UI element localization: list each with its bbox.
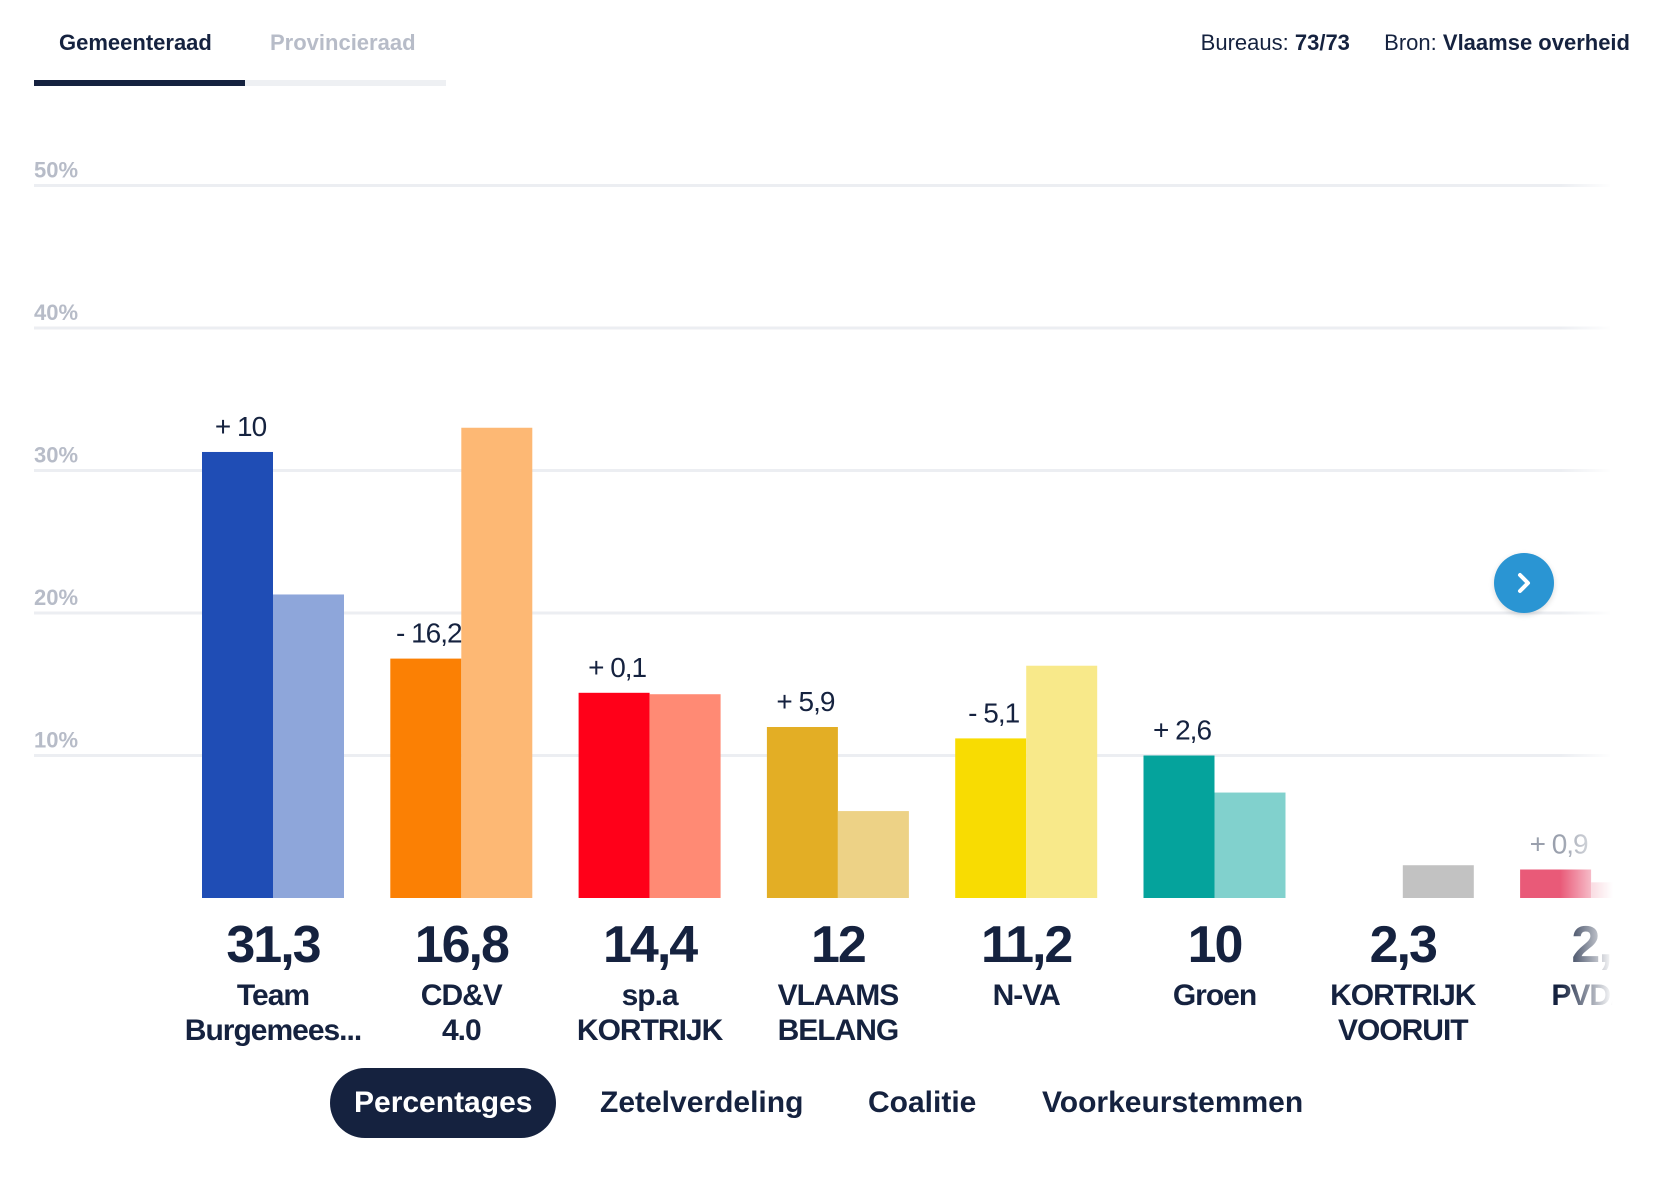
category-label: KORTRIJK: [1330, 979, 1477, 1012]
category-label: KORTRIJK: [577, 1014, 724, 1047]
bureaus-label: Bureaus:: [1200, 30, 1289, 55]
category-label: VLAAMS: [778, 979, 899, 1012]
bar-previous: [1402, 865, 1474, 898]
category-label: Team: [237, 979, 309, 1012]
category-label: BELANG: [778, 1014, 899, 1047]
tab-percentages[interactable]: Percentages: [330, 1068, 557, 1138]
bar-previous: [837, 811, 909, 898]
delta-label: + 2,6: [1153, 715, 1211, 746]
active-tab-indicator: [34, 80, 245, 86]
bar-previous: [649, 694, 721, 898]
tab-zetelverdeling[interactable]: Zetelverdeling: [600, 1086, 804, 1119]
bar-previous: [1026, 665, 1098, 898]
bar-current: [955, 738, 1027, 898]
tab-gemeenteraad[interactable]: Gemeenteraad: [59, 30, 212, 55]
y-tick-label: 50%: [34, 158, 78, 183]
value-label: 31,3: [226, 916, 320, 974]
category-label: PVDA: [1551, 979, 1631, 1012]
value-label: 14,4: [603, 916, 698, 974]
y-tick-label: 20%: [34, 585, 78, 610]
bar-current: [1143, 755, 1215, 898]
value-label: 2,3: [1370, 916, 1437, 974]
value-label: 16,8: [415, 916, 509, 974]
bar-current: [390, 658, 462, 898]
category-label: Burgemees...: [185, 1014, 361, 1047]
bar-current: [766, 727, 838, 898]
category-label: N-VA: [993, 979, 1060, 1012]
value-label: 10: [1188, 916, 1242, 974]
value-label: 11,2: [981, 916, 1071, 974]
bar-previous: [273, 594, 344, 898]
bar-previous: [461, 427, 533, 898]
election-tabs: Gemeenteraad Provincieraad: [34, 22, 446, 88]
y-tick-label: 30%: [34, 443, 78, 468]
bureaus-value: 73/73: [1294, 30, 1350, 55]
y-tick-label: 10%: [34, 728, 78, 753]
tab-coalitie[interactable]: Coalitie: [868, 1086, 977, 1119]
category-label: VOORUIT: [1338, 1014, 1468, 1047]
bar-previous: [1214, 792, 1286, 898]
bar-current: [578, 692, 650, 898]
value-label: 12: [811, 916, 865, 974]
tab-provincieraad[interactable]: Provincieraad: [270, 30, 416, 55]
category-label: sp.a: [622, 979, 679, 1012]
category-label: Groen: [1173, 979, 1256, 1012]
delta-label: + 0,1: [588, 652, 646, 683]
bron-label: Bron:: [1384, 30, 1437, 55]
tab-voorkeurstemmen[interactable]: Voorkeurstemmen: [1042, 1086, 1304, 1119]
category-label: 4.0: [442, 1014, 481, 1047]
next-button[interactable]: [1494, 553, 1554, 613]
delta-label: - 16,2: [396, 618, 462, 649]
source-info: Bureaus: 73/73 Bron: Vlaamse overheid: [1201, 30, 1630, 56]
category-label: CD&V: [421, 979, 503, 1012]
bar-current: [1520, 869, 1592, 898]
y-tick-label: 40%: [34, 300, 78, 325]
delta-label: + 0,9: [1530, 829, 1588, 860]
delta-label: + 5,9: [776, 686, 834, 717]
bar-previous: [1591, 882, 1656, 898]
delta-label: - 5,1: [968, 697, 1019, 728]
bron-value: Vlaamse overheid: [1442, 30, 1630, 55]
value-label: 2,: [1571, 916, 1610, 974]
chevron-right-icon: [1518, 573, 1530, 593]
delta-label: + 10: [215, 411, 267, 442]
bar-current: [202, 451, 273, 898]
